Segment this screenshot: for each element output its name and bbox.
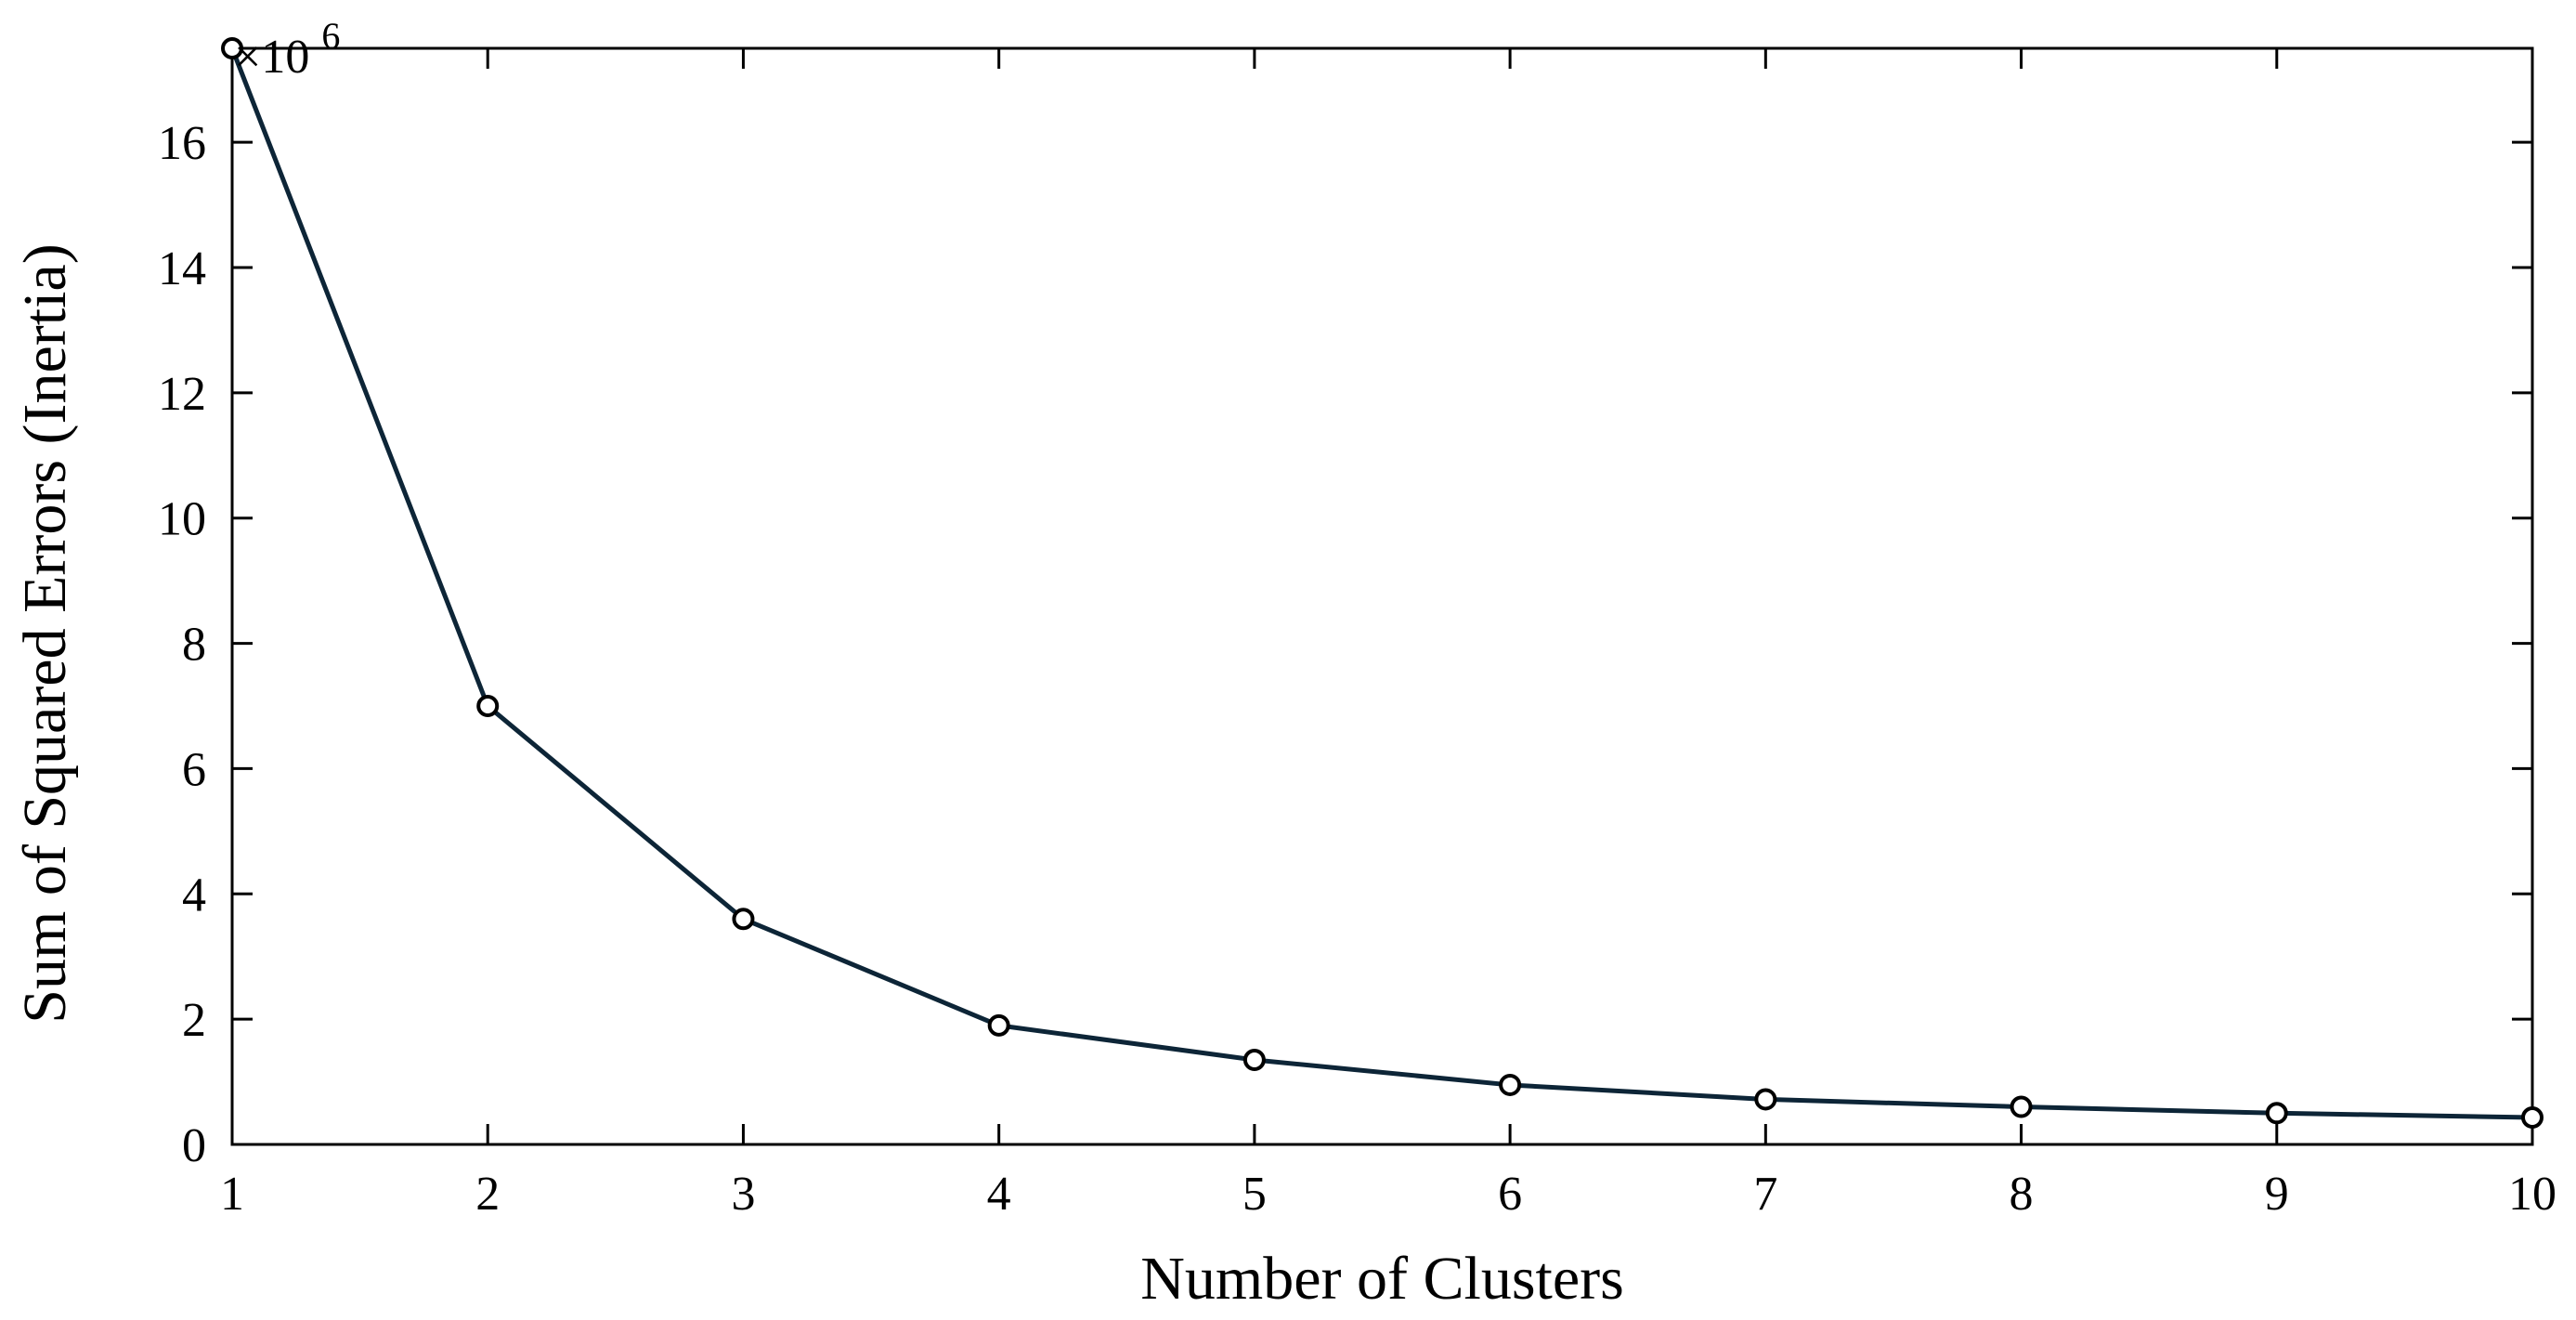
y-tick-label: 8: [182, 619, 206, 672]
y-axis-multiplier-base: ×10: [234, 31, 309, 84]
x-axis-title: Number of Clusters: [1140, 1245, 1624, 1313]
y-axis-multiplier-exponent: 6: [321, 15, 340, 57]
y-tick-label: 10: [158, 493, 206, 546]
x-tick-label: 1: [220, 1168, 244, 1221]
x-tick-label: 8: [2010, 1168, 2034, 1221]
axes: [230, 46, 2534, 1146]
plot-frame: [230, 46, 2534, 1146]
x-tick-label: 9: [2265, 1168, 2289, 1221]
x-tick-label: 7: [1753, 1168, 1777, 1221]
y-tick-label: 0: [182, 1119, 206, 1172]
y-tick-label: 16: [158, 117, 206, 170]
x-tick-label: 5: [1242, 1168, 1267, 1221]
x-tick-label: 2: [475, 1168, 500, 1221]
y-tick-label: 6: [182, 743, 206, 796]
data-point: [221, 37, 243, 59]
y-tick-label: 14: [158, 242, 206, 295]
x-axis-ticks: 1 2 3 4 5 6 7 8 9 10: [220, 48, 2556, 1221]
y-axis-multiplier: ×10 6: [234, 15, 340, 84]
x-tick-label: 3: [731, 1168, 755, 1221]
y-tick-label: 12: [158, 368, 206, 421]
data-point: [2010, 1095, 2033, 1118]
data-point: [987, 1013, 1010, 1037]
data-point: [2521, 1106, 2543, 1130]
y-tick-label: 4: [182, 869, 206, 921]
data-point: [476, 695, 500, 717]
series-line: [229, 47, 2533, 1120]
x-tick-label: 6: [1498, 1168, 1522, 1221]
y-axis-ticks: 0 2 4 6 8 10 12 14 16: [158, 117, 2532, 1172]
data-point: [732, 908, 755, 931]
x-tick-label: 10: [2508, 1168, 2556, 1221]
y-tick-label: 2: [182, 994, 206, 1047]
series: [221, 37, 2543, 1130]
y-axis-title: Sum of Squared Errors (Inertia): [11, 243, 79, 1023]
data-point: [2265, 1102, 2288, 1125]
data-point: [1754, 1088, 1777, 1111]
data-point: [1242, 1048, 1266, 1071]
x-tick-label: 4: [987, 1168, 1011, 1221]
axis-titles: Number of Clusters Sum of Squared Errors…: [11, 15, 1624, 1313]
data-point: [1499, 1073, 1522, 1096]
